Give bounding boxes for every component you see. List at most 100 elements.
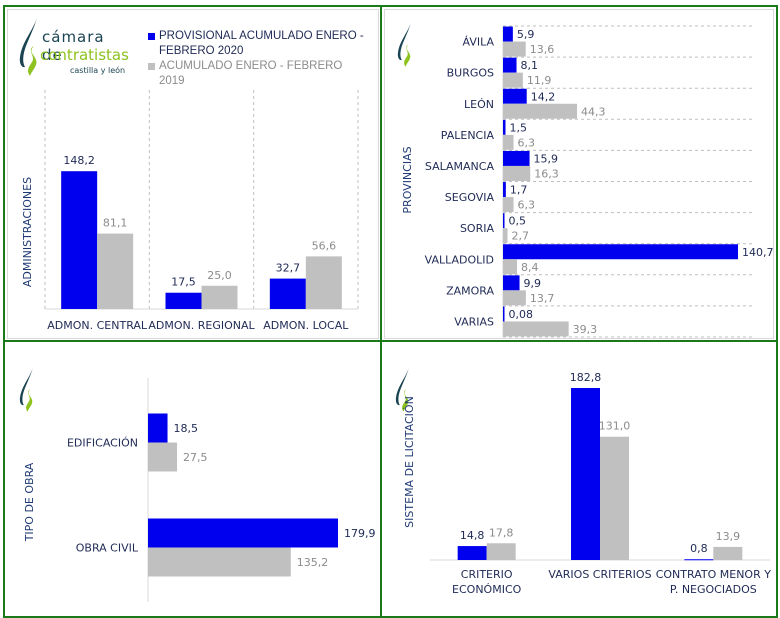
bar-2020-criterio-economico: [457, 546, 487, 560]
bar-2019-salamanca: [503, 165, 531, 181]
axis-title: ADMINISTRACIONES: [21, 177, 34, 287]
category-label-burgos: BURGOS: [447, 67, 494, 80]
category-label-palencia: PALENCIA: [441, 129, 495, 142]
category-label-admon-central: ADMON. CENTRAL: [47, 319, 148, 332]
chart-provincias: 5,9 13,6 ÁVILA 8,1 11,9 BURGOS 14,2 44,3 LEÓN 1,5…: [401, 25, 774, 338]
data-label-2020-admon-central: 148,2: [63, 154, 95, 167]
logo-mark-icon: [19, 18, 37, 76]
category-label-criterio-economico: ECONÓMICO: [452, 583, 522, 596]
data-label-2020-varias: 0,08: [509, 308, 534, 321]
data-label-2019-contrato-menor-y-p-negociados: 13,9: [716, 530, 741, 543]
data-label-2019-zamora: 13,7: [530, 292, 555, 305]
data-label-2020-edificacion: 18,5: [174, 422, 199, 435]
chart-area-border: [384, 9, 774, 339]
bar-2019-contrato-menor-y-p-negociados: [713, 546, 743, 560]
data-label-2019-admon-regional: 25,0: [207, 269, 232, 282]
bar-2019-palencia: [503, 134, 514, 150]
data-label-2019-admon-central: 81,1: [103, 217, 128, 230]
data-label-2019-admon-local: 56,6: [312, 239, 337, 252]
bar-2020-varias: [503, 306, 505, 322]
data-label-2020-soria: 0,5: [509, 215, 527, 228]
bar-2019-zamora: [503, 290, 526, 306]
logo-mark-icon: [19, 368, 33, 412]
bar-2020-contrato-menor-y-p-negociados: [684, 559, 714, 561]
data-label-2019-obra-civil: 135,2: [297, 556, 329, 569]
bar-2019-leon: [503, 103, 577, 119]
bar-2019-admon-local: [305, 256, 342, 309]
panel-sistema-licitacion: [380, 340, 778, 618]
logo-mark-icon: [395, 368, 409, 412]
chart-tipo-obra: 18,5 27,5 EDIFICACIÓN 179,9 135,2 OBRA CIVIL T…: [23, 378, 376, 602]
data-label-2019-segovia: 6,3: [518, 199, 536, 212]
bar-2019-edificacion: [148, 442, 178, 472]
bar-2019-valladolid: [503, 259, 518, 275]
bar-2020-salamanca: [503, 150, 530, 166]
bar-2020-valladolid: [503, 244, 738, 260]
data-label-2020-admon-local: 32,7: [276, 262, 301, 275]
bar-2019-burgos: [503, 72, 523, 88]
data-label-2019-edificacion: 27,5: [183, 451, 208, 464]
logo-line3: castilla y león: [70, 66, 126, 75]
category-label-valladolid: VALLADOLID: [425, 253, 494, 266]
data-label-2019-leon: 44,3: [581, 105, 606, 118]
data-label-2019-avila: 13,6: [530, 43, 555, 56]
data-label-2019-palencia: 6,3: [518, 136, 536, 149]
bar-2019-varios-criterios: [600, 436, 629, 560]
data-label-2020-salamanca: 15,9: [534, 152, 559, 165]
legend-label-2020-line1: PROVISIONAL ACUMULADO ENERO -: [159, 30, 364, 42]
data-label-2019-varias: 39,3: [573, 323, 598, 336]
logo-line2: contratistas: [40, 46, 129, 64]
data-label-2020-segovia: 1,7: [510, 184, 528, 197]
data-label-2019-criterio-economico: 17,8: [489, 526, 514, 539]
category-label-admon-local: ADMON. LOCAL: [263, 319, 349, 332]
category-label-contrato-menor-y-p-negociados: P. NEGOCIADOS: [670, 583, 757, 596]
bar-2019-segovia: [503, 197, 514, 213]
bar-2020-varios-criterios: [571, 388, 600, 560]
axis-title: PROVINCIAS: [401, 146, 414, 213]
data-label-2019-soria: 2,7: [512, 230, 530, 243]
logo-line1: cámara de: [42, 28, 105, 64]
bar-2020-palencia: [503, 119, 506, 135]
chart-sistema-licitacion: 14,8 17,8 CRITERIO ECONÓMICO 182,8 131,0 VARIO…: [403, 371, 771, 596]
category-label-varias: VARIAS: [454, 315, 494, 328]
bar-2019-criterio-economico: [486, 543, 516, 560]
bar-2019-admon-regional: [201, 285, 238, 309]
bar-2020-zamora: [503, 275, 520, 291]
category-label-varios-criterios: VARIOS CRITERIOS: [548, 568, 651, 581]
legend-item-2019: ACUMULADO ENERO - FEBRERO 2019: [148, 59, 368, 89]
category-label-criterio-economico: CRITERIO: [461, 568, 513, 581]
data-label-2020-varios-criterios: 182,8: [570, 371, 602, 384]
bar-2020-burgos: [503, 57, 517, 73]
logo: cámara de contratistas castilla y león: [10, 10, 130, 85]
category-label-edificacion: EDIFICACIÓN: [67, 437, 138, 450]
legend: PROVISIONAL ACUMULADO ENERO - FEBRERO 202…: [148, 29, 368, 89]
bar-2020-admon-central: [61, 171, 98, 309]
axis-title: TIPO DE OBRA: [23, 462, 36, 542]
category-label-admon-regional: ADMON. REGIONAL: [148, 319, 255, 332]
data-label-2020-leon: 14,2: [531, 90, 556, 103]
data-label-2019-valladolid: 8,4: [521, 261, 539, 274]
data-label-2020-obra-civil: 179,9: [344, 527, 376, 540]
data-label-2020-contrato-menor-y-p-negociados: 0,8: [690, 542, 708, 555]
data-label-2020-zamora: 9,9: [524, 277, 542, 290]
bar-2019-soria: [503, 228, 508, 244]
category-label-leon: LEÓN: [464, 98, 494, 111]
bar-2020-admon-local: [269, 278, 306, 309]
logo-mark-icon: [397, 23, 411, 67]
legend-label-2019: ACUMULADO ENERO - FEBRERO 2019: [159, 60, 343, 87]
bar-2020-leon: [503, 88, 527, 104]
bar-2020-soria: [503, 213, 505, 229]
bar-2020-edificacion: [148, 413, 168, 443]
data-label-2020-avila: 5,9: [517, 28, 535, 41]
bar-2020-obra-civil: [148, 518, 338, 548]
legend-item-2020: PROVISIONAL ACUMULADO ENERO - FEBRERO 202…: [148, 29, 368, 59]
bar-2020-segovia: [503, 182, 506, 198]
data-label-2020-palencia: 1,5: [510, 121, 528, 134]
legend-swatch-2019: [148, 63, 155, 70]
data-label-2020-burgos: 8,1: [521, 59, 539, 72]
legend-label-2020-line2: FEBRERO 2020: [159, 45, 244, 57]
bar-2019-avila: [503, 41, 526, 57]
category-label-zamora: ZAMORA: [446, 284, 494, 297]
category-label-obra-civil: OBRA CIVIL: [76, 542, 139, 555]
category-label-contrato-menor-y-p-negociados: CONTRATO MENOR Y: [656, 568, 771, 581]
